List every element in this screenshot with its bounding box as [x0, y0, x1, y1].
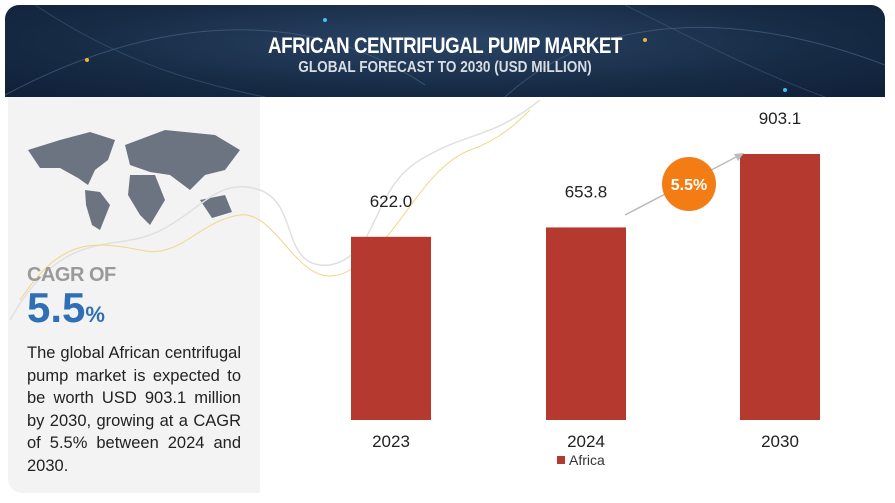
decorative-curve-gold: [19, 109, 531, 301]
decorative-curve: [9, 99, 541, 321]
market-description: The global African centrifugal pump mark…: [27, 344, 241, 475]
cagr-badge-text: 5.5%: [671, 177, 707, 194]
chart-subtitle: GLOBAL FORECAST TO 2030 (USD MILLION): [298, 59, 592, 76]
bar-2023: [351, 236, 431, 420]
header-banner: AFRICAN CENTRIFUGAL PUMP MARKET GLOBAL F…: [5, 5, 885, 97]
x-tick-2023: 2023: [372, 432, 410, 451]
data-label-2023: 622.0: [370, 192, 413, 211]
x-tick-2024: 2024: [567, 432, 605, 451]
arrow-head-icon: [734, 153, 744, 161]
chart-title: AFRICAN CENTRIFUGAL PUMP MARKET: [268, 33, 622, 58]
cagr-value: 5.5%: [27, 284, 105, 332]
cagr-unit: %: [85, 302, 105, 327]
bar-2030: [740, 154, 820, 420]
cagr-label: CAGR OF: [27, 264, 116, 286]
data-label-2024: 653.8: [565, 182, 608, 201]
data-label-2030: 903.1: [759, 109, 802, 128]
cagr-badge: [662, 157, 716, 211]
world-map-icon: [28, 130, 240, 230]
legend-swatch: [557, 456, 565, 464]
decorative-lines: [5, 5, 885, 97]
bar-2024: [546, 227, 626, 420]
cagr-number: 5.5: [27, 284, 86, 331]
legend-label: Africa: [569, 452, 605, 468]
x-tick-2030: 2030: [761, 432, 799, 451]
